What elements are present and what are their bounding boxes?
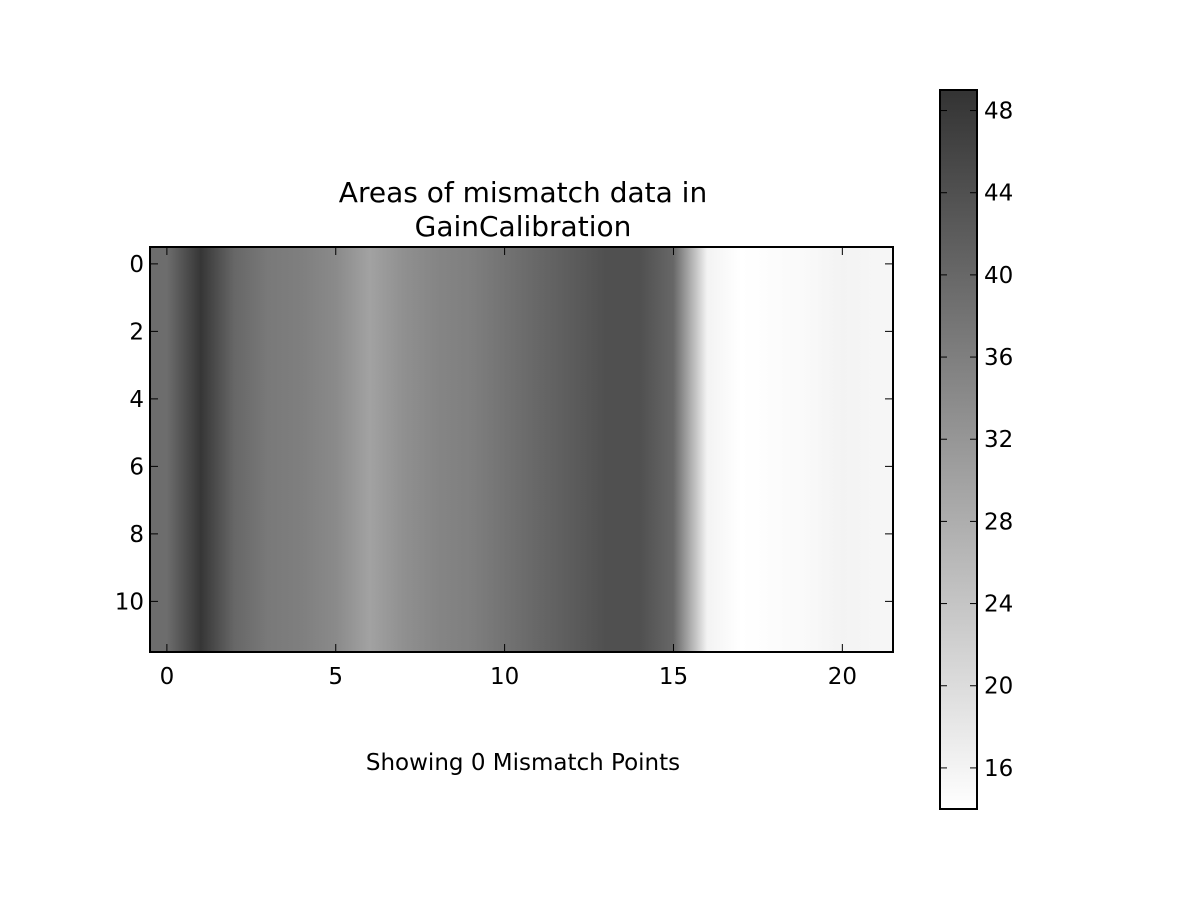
y-tick-label: 6 (129, 454, 144, 480)
chart-title-line-1: Areas of mismatch data in (339, 176, 707, 209)
colorbar-tick-label: 16 (984, 756, 1013, 782)
x-tick-label: 0 (160, 664, 175, 690)
colorbar-tick-label: 48 (984, 99, 1013, 125)
x-tick-label: 15 (659, 664, 688, 690)
colorbar-tick-label: 36 (984, 345, 1013, 371)
x-tick-label: 5 (328, 664, 343, 690)
colorbar-tick-label: 40 (984, 263, 1013, 289)
plot-frame (149, 246, 894, 653)
x-axis: 0 5 10 15 20 (160, 247, 857, 690)
y-tick-label: 4 (129, 387, 144, 413)
colorbar-tick-label: 32 (984, 427, 1013, 453)
x-tick-label: 10 (490, 664, 519, 690)
colorbar-axis: 16 20 24 28 32 36 40 44 48 (940, 99, 1013, 782)
colorbar-tick-label: 44 (984, 181, 1013, 207)
heatmap-image (150, 247, 893, 652)
colorbar-tick-label: 20 (984, 674, 1013, 700)
colorbar-tick-label: 24 (984, 592, 1013, 618)
y-tick-label: 8 (129, 522, 144, 548)
y-tick-label: 10 (115, 589, 144, 615)
x-axis-label: Showing 0 Mismatch Points (366, 750, 680, 776)
x-tick-label: 20 (828, 664, 857, 690)
chart-title-line-2: GainCalibration (415, 210, 632, 243)
colorbar-frame (939, 89, 978, 810)
colorbar-tick-label: 28 (984, 509, 1013, 535)
y-tick-label: 0 (129, 252, 144, 278)
y-tick-label: 2 (129, 319, 144, 345)
colorbar-image (940, 90, 977, 809)
y-axis: 0 2 4 6 8 10 (115, 252, 893, 615)
